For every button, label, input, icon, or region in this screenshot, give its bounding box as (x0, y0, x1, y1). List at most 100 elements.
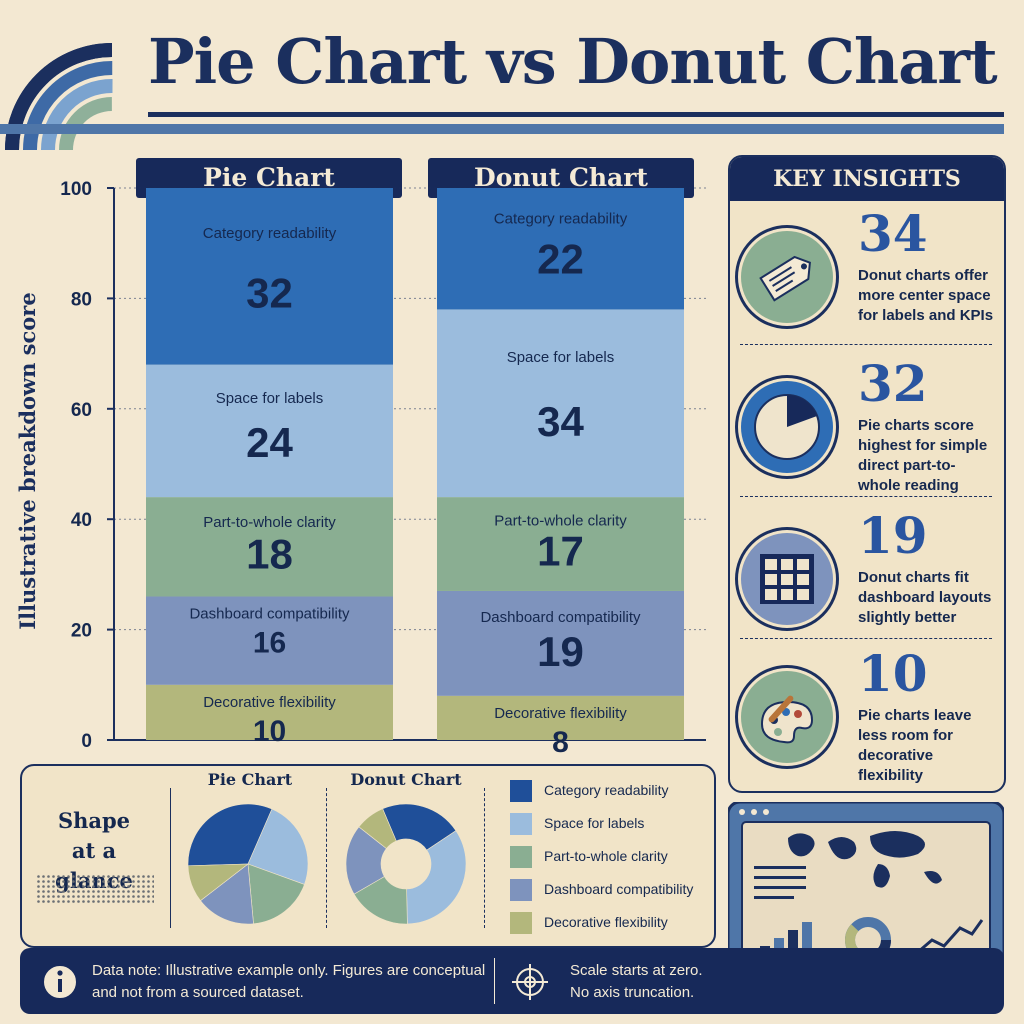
insight-number: 32 (858, 354, 928, 413)
mini-donut-label: Donut Chart (350, 770, 462, 789)
segment-label: Space for labels (216, 390, 324, 407)
segment-label: Space for labels (507, 349, 615, 366)
scale-note-line: Scale starts at zero. (570, 962, 703, 979)
insight-number: 10 (858, 644, 928, 703)
data-note-line: Data note: Illustrative example only. Fi… (92, 962, 486, 979)
pie-slice (200, 863, 254, 925)
insight-text: Donut charts offer (858, 267, 989, 284)
palette-icon (738, 668, 836, 766)
segment-label: Part-to-whole clarity (494, 513, 627, 530)
footer-divider (494, 958, 495, 1004)
bar-segment (146, 188, 393, 365)
insight-text: Donut charts fit (858, 569, 969, 586)
donut-slice (358, 808, 397, 849)
segment-value: 18 (246, 531, 293, 578)
y-tick-label: 40 (71, 510, 92, 531)
insight-text: decorative (858, 747, 934, 764)
segment-value: 32 (246, 270, 293, 317)
insight-text: whole reading (858, 477, 959, 494)
segment-value: 34 (537, 398, 584, 445)
y-tick-label: 80 (71, 289, 92, 310)
legend-swatch (510, 912, 532, 934)
crosshair-icon (512, 964, 548, 1000)
legend-swatch (510, 813, 532, 835)
data-note: Data note: Illustrative example only. Fi… (92, 960, 512, 1004)
glance-title-line: Shape (57, 808, 131, 833)
y-tick-label: 0 (81, 731, 92, 752)
legend-label: Space for labels (544, 815, 645, 831)
legend-label: Part-to-whole clarity (544, 848, 668, 864)
glance-divider (484, 788, 485, 928)
insight-text: slightly better (858, 609, 957, 626)
bar-segment (146, 684, 393, 740)
segment-label: Decorative flexibility (494, 705, 627, 722)
segment-value: 10 (253, 715, 286, 748)
pie-slice (247, 863, 305, 925)
legend-label: Dashboard compatibility (544, 881, 694, 897)
pie-slice (247, 808, 309, 885)
insight-text: flexibility (858, 767, 924, 784)
segment-value: 17 (537, 527, 584, 574)
bar-segment (437, 188, 684, 310)
stacked-bar-chart: 0 20 40 60 80 100 Decorative flexibility 10 Dash… (60, 179, 706, 759)
y-tick-label: 20 (71, 621, 92, 642)
scale-note: Scale starts at zero. No axis truncation… (570, 960, 770, 1004)
segment-value: 19 (537, 628, 584, 675)
mini-donut-chart (345, 803, 467, 925)
legend-swatch (510, 780, 532, 802)
title-rule (148, 112, 1004, 117)
insight-number: 34 (858, 204, 928, 263)
y-tick-label: 100 (60, 179, 92, 200)
insight-text: Pie charts leave (858, 707, 972, 724)
legend-label: Decorative flexibility (544, 914, 668, 930)
insight-text: for labels and KPIs (858, 307, 994, 324)
insight-divider (740, 344, 992, 345)
info-icon (42, 964, 78, 1000)
y-tick-label: 60 (71, 400, 92, 421)
insight-divider (740, 638, 992, 639)
insight-text: more center space (858, 287, 991, 304)
pie-icon (738, 378, 836, 476)
insight-text: Pie charts score (858, 417, 974, 434)
grid-icon (738, 530, 836, 628)
bar-segment (437, 695, 684, 740)
scale-note-line: No axis truncation. (570, 984, 695, 1001)
glance-divider (326, 788, 327, 928)
segment-value: 24 (246, 419, 293, 466)
data-note-line: and not from a sourced dataset. (92, 984, 304, 1001)
bar-segment (437, 590, 684, 696)
segment-label: Part-to-whole clarity (203, 514, 336, 531)
page-title: Pie Chart vs Donut Chart (148, 25, 998, 98)
halftone-dots (36, 874, 154, 904)
bar-segment (146, 497, 393, 597)
bar-segment (146, 596, 393, 685)
bar-segment (437, 497, 684, 591)
segment-value: 16 (253, 626, 286, 659)
insight-text: highest for simple (858, 437, 988, 454)
pie-slice (187, 803, 273, 867)
insight-text: direct part-to- (858, 457, 956, 474)
donut-slice (406, 830, 467, 925)
segment-label: Category readability (203, 225, 337, 242)
tag-icon (738, 228, 836, 326)
title-band (0, 124, 1004, 134)
mini-pie-chart (187, 803, 309, 925)
segment-value: 8 (552, 726, 569, 759)
insight-text: dashboard layouts (858, 589, 992, 606)
insight-number: 19 (858, 506, 928, 565)
segment-label: Dashboard compatibility (480, 609, 641, 626)
insight-text: less room for (858, 727, 954, 744)
bar-segment (437, 309, 684, 498)
mini-pie-label: Pie Chart (207, 770, 293, 789)
segment-value: 22 (537, 235, 584, 282)
bar-segment (146, 364, 393, 498)
glance-divider (170, 788, 171, 928)
segment-label: Category readability (494, 211, 628, 228)
legend-swatch (510, 879, 532, 901)
legend-label: Category readability (544, 782, 669, 798)
key-insights-title: KEY INSIGHTS (730, 157, 1004, 201)
insight-divider (740, 496, 992, 497)
segment-label: Dashboard compatibility (189, 605, 350, 622)
pie-slice (187, 863, 249, 902)
segment-label: Decorative flexibility (203, 694, 336, 711)
